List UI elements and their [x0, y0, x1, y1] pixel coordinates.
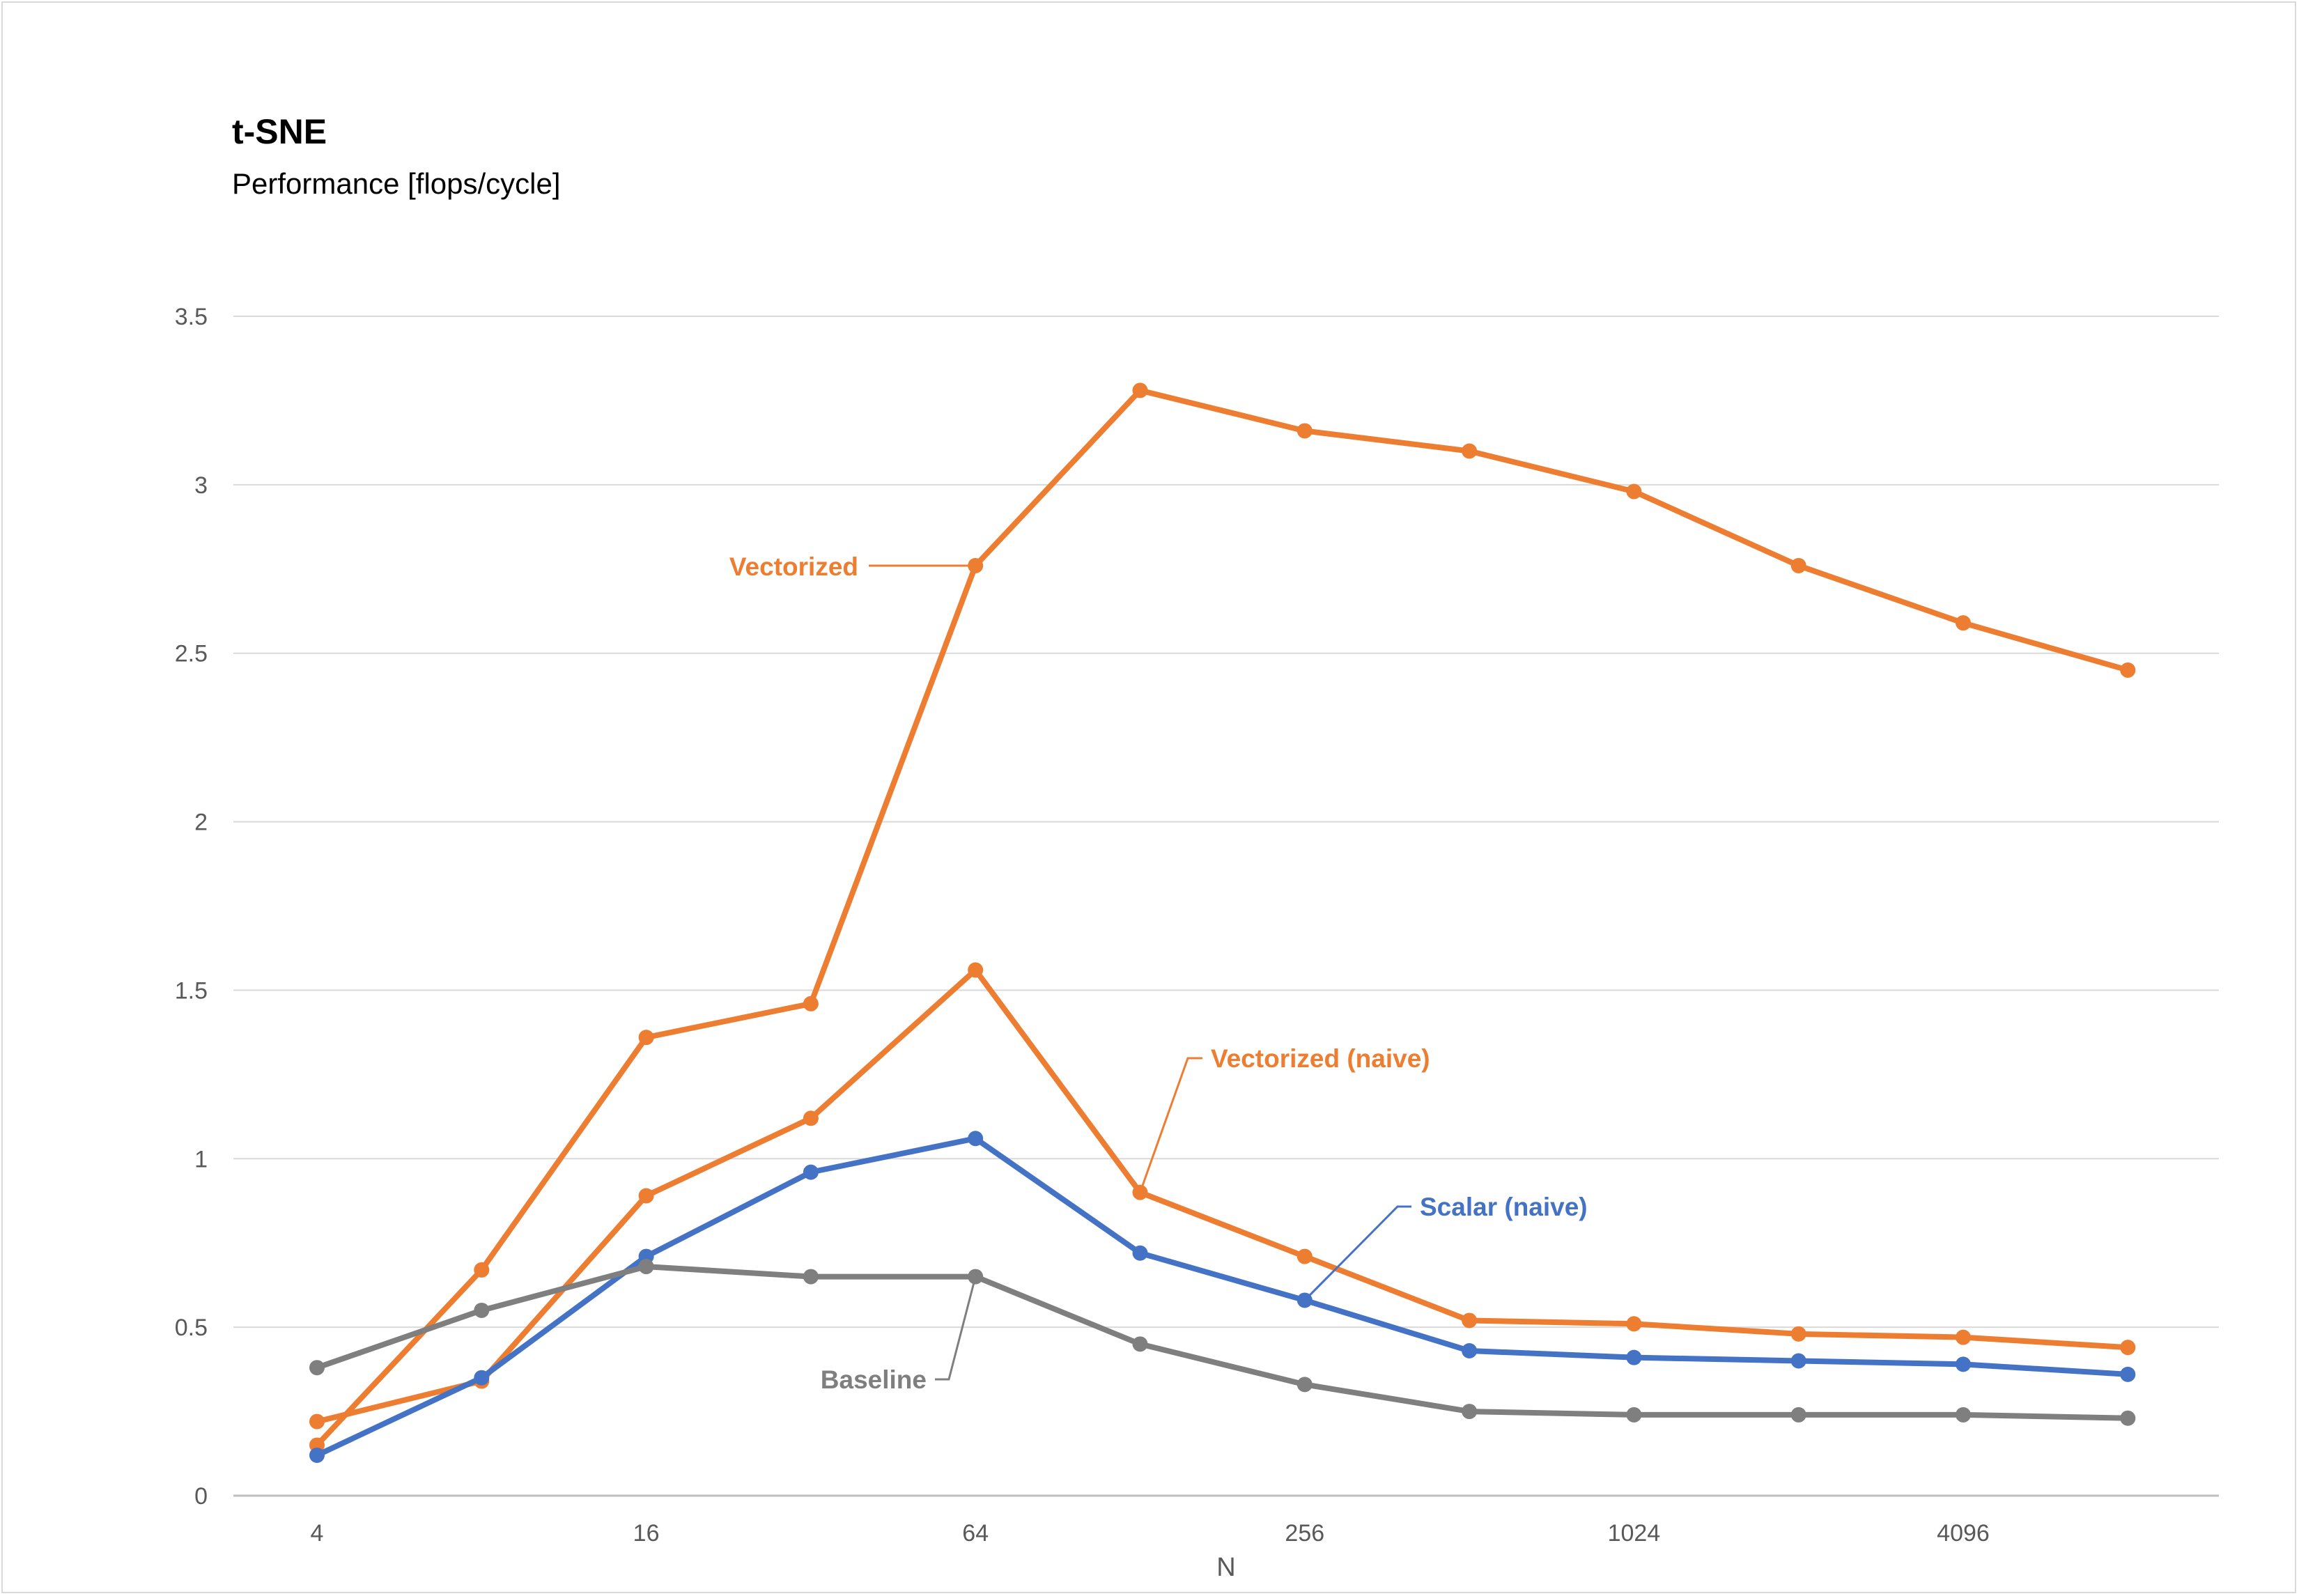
x-tick-label: 4	[311, 1520, 324, 1547]
data-point	[1956, 1407, 1971, 1423]
data-point	[1296, 1377, 1313, 1393]
y-tick-label: 2.5	[175, 641, 208, 667]
data-point	[968, 1131, 984, 1147]
data-point	[1626, 1316, 1642, 1332]
y-tick-label: 2	[194, 809, 208, 836]
data-point	[1956, 1329, 1971, 1345]
x-tick-label: 16	[633, 1520, 660, 1547]
series-line	[314, 1264, 2131, 1421]
data-point	[1790, 557, 1806, 573]
data-point	[1626, 483, 1642, 499]
data-point	[1132, 382, 1148, 398]
x-tick-label: 64	[962, 1520, 989, 1547]
data-point	[309, 1413, 325, 1430]
data-point	[803, 1269, 819, 1285]
data-point	[474, 1302, 490, 1318]
y-tick-label: 1.5	[175, 977, 208, 1004]
series-label: Baseline	[821, 1365, 927, 1394]
series-label: Vectorized	[729, 552, 858, 581]
series-label-leader	[935, 1276, 977, 1381]
data-point	[1956, 1356, 1971, 1372]
x-axis-title: N	[1216, 1553, 1235, 1582]
data-point	[1790, 1353, 1806, 1369]
series-baseline	[309, 1259, 2136, 1426]
series-line	[314, 967, 2131, 1425]
data-point	[1462, 1312, 1478, 1328]
chart-subtitle: Performance [flops/cycle]	[232, 167, 561, 200]
series-vectorized-naive	[309, 962, 2136, 1430]
series-label-leader	[1303, 1205, 1411, 1301]
series-label: Scalar (naive)	[1420, 1193, 1588, 1221]
data-point	[1790, 1407, 1806, 1423]
series-lines	[309, 382, 2136, 1463]
data-point	[1132, 1336, 1148, 1352]
gridlines	[233, 316, 2219, 1497]
data-point	[1626, 1407, 1642, 1423]
data-point	[1790, 1326, 1806, 1342]
data-point	[1462, 1343, 1478, 1359]
x-tick-label: 1024	[1608, 1520, 1661, 1547]
y-tick-label: 0	[194, 1483, 208, 1510]
series-line	[314, 387, 2131, 1448]
data-point	[638, 1259, 654, 1275]
data-point	[309, 1447, 325, 1463]
series-line	[314, 1136, 2131, 1458]
data-point	[309, 1360, 325, 1376]
y-tick-label: 3.5	[175, 304, 208, 330]
x-tick-label: 256	[1285, 1520, 1324, 1547]
series-label-leader	[1139, 1057, 1202, 1193]
data-point	[803, 995, 819, 1012]
series-label: Vectorized (naive)	[1211, 1044, 1430, 1073]
data-point	[803, 1164, 819, 1180]
data-point	[1296, 423, 1313, 439]
data-point	[803, 1110, 819, 1126]
y-tick-label: 0.5	[175, 1315, 208, 1341]
data-point	[1296, 1248, 1313, 1264]
data-point	[2120, 1340, 2136, 1356]
data-point	[1462, 1404, 1478, 1420]
series-vectorized	[309, 382, 2136, 1453]
y-tick-label: 3	[194, 472, 208, 499]
data-point	[1626, 1349, 1642, 1365]
y-tick-label: 1	[194, 1146, 208, 1172]
data-point	[638, 1188, 654, 1204]
x-tick-label: 4096	[1937, 1520, 1990, 1547]
data-point	[638, 1030, 654, 1046]
series-labels: Vectorized Vectorized (naive) Scalar (naiv…	[729, 552, 1588, 1394]
data-point	[1462, 443, 1478, 459]
data-point	[474, 1262, 490, 1278]
axis-ticks: 0 0.5 1 1.5 2 2.5 3 3.5 4 16 64 256 1024 4096	[175, 304, 1990, 1547]
data-point	[2120, 1366, 2136, 1382]
chart-title: t-SNE	[232, 112, 327, 151]
data-point	[474, 1370, 490, 1386]
data-point	[1132, 1245, 1148, 1261]
data-point	[2120, 662, 2136, 678]
data-point	[2120, 1410, 2136, 1426]
data-point	[1956, 615, 1971, 631]
data-point	[968, 962, 984, 978]
